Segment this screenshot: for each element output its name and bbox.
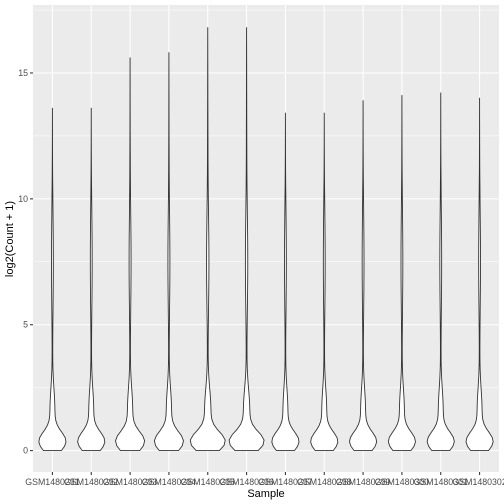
violin-GSM1480302 — [465, 97, 494, 452]
x-tick-label: GSM1480297 — [258, 477, 312, 487]
violin-GSM1480291 — [38, 107, 67, 452]
x-tick-label: GSM1480300 — [375, 477, 429, 487]
violin-GSM1480294 — [153, 52, 184, 452]
y-axis: 0 5 10 15 — [18, 68, 33, 456]
y-tick-label: 5 — [23, 320, 28, 330]
violin-GSM1480299 — [349, 100, 378, 452]
violin-GSM1480295 — [189, 27, 226, 452]
x-tick-label: GSM1480291 — [25, 477, 79, 487]
violin-GSM1480301 — [426, 92, 455, 452]
violin-GSM1480292 — [77, 107, 106, 452]
violin-GSM1480300 — [387, 95, 416, 452]
violin-GSM1480298 — [310, 112, 339, 452]
violins — [38, 27, 494, 452]
y-tick-label: 0 — [23, 446, 28, 456]
x-tick-label: GSM1480294 — [142, 477, 196, 487]
x-tick-label: GSM1480301 — [414, 477, 468, 487]
violin-GSM1480296 — [228, 27, 265, 452]
x-tick-label: GSM1480298 — [297, 477, 351, 487]
x-tick-label: GSM1480302 — [452, 477, 504, 487]
y-tick-label: 15 — [18, 68, 28, 78]
plot-panel — [33, 5, 499, 472]
violin-GSM1480293 — [115, 57, 146, 452]
y-axis-title: log2(Count + 1) — [4, 201, 16, 277]
x-tick-label: GSM1480293 — [103, 477, 157, 487]
x-axis-title: Sample — [247, 488, 284, 500]
x-tick-label: GSM1480295 — [181, 477, 235, 487]
x-tick-label: GSM1480296 — [219, 477, 273, 487]
violin-GSM1480297 — [271, 112, 300, 452]
x-tick-label: GSM1480299 — [336, 477, 390, 487]
y-tick-label: 10 — [18, 194, 28, 204]
x-tick-label: GSM1480292 — [64, 477, 118, 487]
x-axis: GSM1480291GSM1480292GSM1480293GSM1480294… — [25, 472, 504, 487]
